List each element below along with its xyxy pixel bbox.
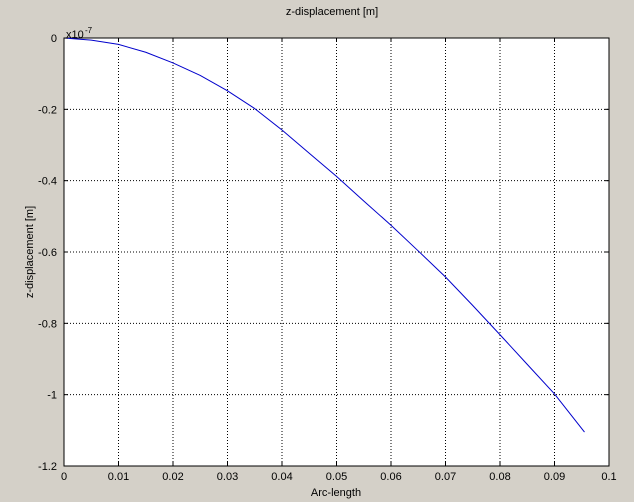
x-tick-label: 0.06 <box>380 471 401 483</box>
y-tick-label: -0.2 <box>38 104 57 116</box>
x-tick-label: 0.07 <box>435 471 456 483</box>
data-point <box>145 52 146 53</box>
x-axis-ticks: 0 0.01 0.02 0.03 0.04 0.05 0.06 0.07 0.08 0.09 0.1 <box>61 38 617 483</box>
data-point <box>227 90 228 91</box>
grid-lines <box>64 38 609 466</box>
x-tick-label: 0.1 <box>601 471 616 483</box>
y-tick-label: -1.2 <box>38 461 57 473</box>
series-layer <box>63 37 585 433</box>
data-point <box>418 250 419 251</box>
data-point <box>445 276 446 277</box>
data-point <box>363 200 364 201</box>
data-point <box>499 334 500 335</box>
y-exponent-base: x10 <box>66 29 84 41</box>
chart-title: z-displacement [m] <box>286 6 378 18</box>
y-tick-label: 0 <box>51 33 57 45</box>
data-point <box>91 40 92 41</box>
data-point <box>390 225 391 226</box>
y-tick-label: -0.4 <box>38 176 57 188</box>
data-point <box>200 75 201 76</box>
x-tick-label: 0.04 <box>271 471 292 483</box>
series-line <box>63 37 585 433</box>
x-tick-label: 0 <box>61 471 67 483</box>
x-tick-label: 0.05 <box>326 471 347 483</box>
x-tick-label: 0.03 <box>217 471 238 483</box>
x-tick-label: 0.02 <box>162 471 183 483</box>
y-tick-label: -0.6 <box>38 247 57 259</box>
x-tick-label: 0.08 <box>489 471 510 483</box>
data-point <box>554 393 555 394</box>
data-point <box>472 305 473 306</box>
data-point <box>172 62 173 63</box>
x-tick-label: 0.09 <box>544 471 565 483</box>
data-point <box>309 153 310 154</box>
data-point <box>584 432 585 433</box>
x-tick-label: 0.01 <box>108 471 129 483</box>
y-exponent-power: -7 <box>85 26 93 35</box>
y-axis-label: z-displacement [m] <box>24 206 36 298</box>
x-axis-label: Arc-length <box>311 487 361 499</box>
y-axis-ticks: 0 -0.2 -0.4 -0.6 -0.8 -1 -1.2 <box>38 33 609 473</box>
data-point <box>527 364 528 365</box>
y-tick-label: -0.8 <box>38 318 57 330</box>
data-point <box>254 108 255 109</box>
data-point <box>336 176 337 177</box>
y-tick-label: -1 <box>47 390 57 402</box>
data-point <box>118 44 119 45</box>
data-point <box>281 129 282 130</box>
